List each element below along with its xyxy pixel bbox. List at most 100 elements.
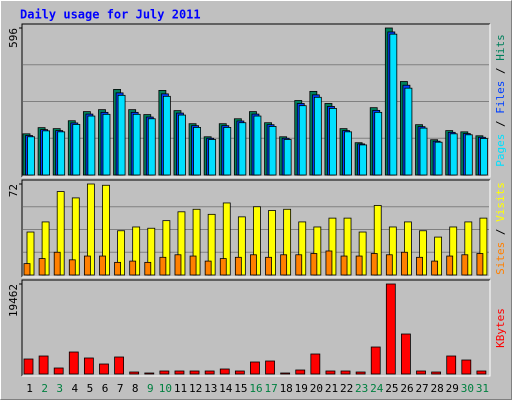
bar (99, 363, 109, 375)
bar (56, 191, 65, 276)
legend-entry: KBytes (494, 308, 507, 348)
x-tick-label: 6 (102, 382, 109, 395)
panel-edge-light (22, 280, 491, 377)
bar (358, 231, 367, 276)
bar (265, 256, 272, 276)
bar (268, 126, 277, 176)
x-tick-label: 30 (461, 382, 474, 395)
bar (53, 367, 64, 375)
bar (53, 251, 61, 276)
bar (253, 115, 262, 176)
bar (204, 370, 215, 375)
bar (83, 357, 94, 375)
bar (38, 258, 46, 276)
bar (117, 230, 125, 276)
bar (27, 136, 35, 176)
x-tick-label: 17 (264, 382, 277, 395)
bar (476, 370, 487, 375)
x-tick-label: 8 (132, 382, 139, 395)
legend-entry: Visits (494, 182, 507, 222)
bar (385, 254, 393, 276)
bar (310, 253, 318, 276)
x-tick-label: 11 (174, 382, 187, 395)
bar (57, 131, 66, 176)
bar (189, 370, 200, 375)
bar (102, 184, 110, 276)
bar (464, 134, 473, 176)
bar (265, 360, 275, 375)
panel-edge-dark (21, 23, 490, 177)
bar (41, 221, 50, 276)
bar (464, 221, 473, 276)
bar (434, 236, 443, 276)
panel-edge-light (22, 180, 491, 278)
bar (446, 255, 454, 276)
bar (207, 213, 216, 276)
bar (401, 251, 408, 276)
x-tick-label: 19 (295, 382, 308, 395)
bar (295, 254, 303, 276)
bar (26, 231, 35, 276)
bar (401, 333, 411, 375)
bar (159, 256, 167, 276)
bar (132, 113, 141, 176)
panel-edge-dark (21, 179, 490, 277)
x-tick-label: 25 (385, 382, 398, 395)
chart-title: Daily usage for July 2011 (20, 8, 201, 22)
bar (174, 370, 185, 375)
legend-entry: Hits (494, 34, 507, 61)
bar (234, 370, 245, 375)
bar (237, 216, 246, 276)
x-tick-label: 5 (87, 382, 94, 395)
bar (117, 94, 126, 176)
bar (208, 139, 217, 176)
bar (129, 371, 140, 375)
bar (310, 353, 321, 375)
bar (419, 127, 428, 176)
bar (23, 358, 34, 375)
bar (268, 210, 276, 276)
bar (480, 138, 488, 176)
bar (461, 254, 469, 276)
bar (144, 261, 152, 276)
bar (389, 33, 398, 176)
x-tick-label: 7 (117, 382, 124, 395)
bar (219, 258, 227, 276)
bar (192, 208, 201, 276)
bar (298, 105, 307, 176)
bar (340, 370, 351, 375)
x-tick-label: 23 (355, 382, 368, 395)
x-tick-label: 20 (310, 382, 323, 395)
bar (373, 205, 382, 276)
panel (22, 280, 490, 376)
bar (461, 359, 472, 375)
bar (431, 260, 439, 276)
bar (355, 371, 366, 375)
bar (404, 87, 413, 176)
x-tick-label: 26 (400, 382, 413, 395)
bar (147, 227, 156, 276)
bar (479, 217, 488, 276)
bar (404, 221, 412, 276)
bar (86, 183, 95, 276)
bar (385, 283, 396, 375)
bar (283, 139, 292, 176)
x-tick-label: 1 (26, 382, 33, 395)
bar (87, 115, 96, 176)
bar (71, 197, 80, 276)
bar (325, 250, 333, 276)
bar (178, 114, 186, 176)
bar (68, 351, 79, 375)
bar (159, 370, 170, 375)
bar (238, 122, 247, 176)
x-tick-label: 28 (431, 382, 444, 395)
bar (114, 356, 124, 375)
y-tick-label: 19462 (7, 284, 20, 317)
bar (370, 346, 381, 375)
bar (476, 253, 484, 276)
x-tick-label: 2 (41, 382, 48, 395)
bar (162, 95, 171, 176)
bar (102, 113, 111, 176)
bar (147, 118, 156, 176)
